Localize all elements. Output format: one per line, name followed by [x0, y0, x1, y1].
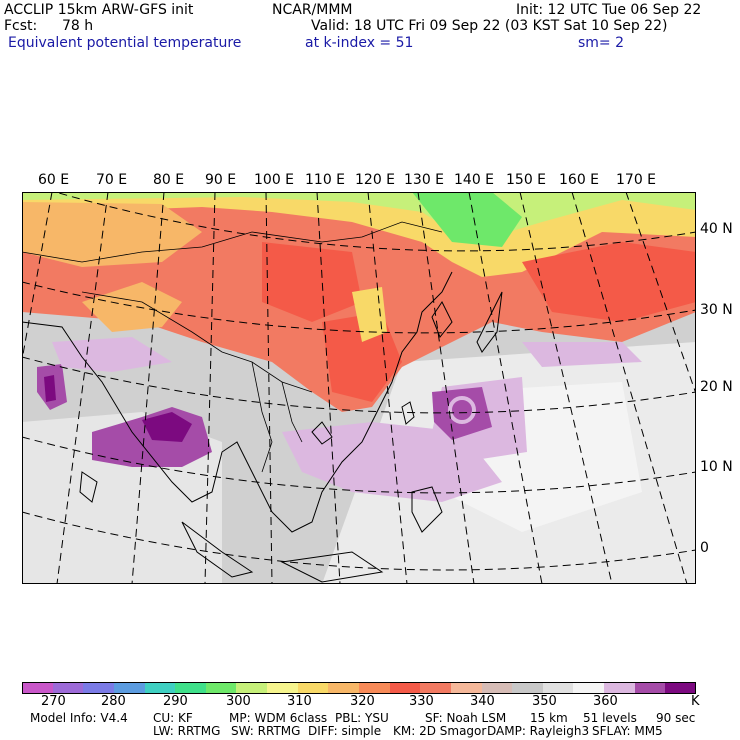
lon-label-80e: 80 E: [153, 172, 185, 188]
colorbar-tick-310: 310: [287, 694, 312, 709]
lon-label-60e: 60 E: [38, 172, 70, 188]
colorbar-tick-350: 350: [532, 694, 557, 709]
lon-label-70e: 70 E: [96, 172, 128, 188]
level-index: at k-index = 51: [305, 35, 414, 51]
colorbar-swatch: [481, 682, 513, 694]
footer-pbl: PBL: YSU: [335, 711, 389, 725]
colorbar-unit: K: [691, 694, 700, 709]
red-band-pacific: [522, 242, 696, 322]
footer-cu: CU: KF: [153, 711, 193, 725]
valid-time: Valid: 18 UTC Fri 09 Sep 22 (03 KST Sat …: [311, 18, 668, 34]
footer-levels: 51 levels: [583, 711, 637, 725]
colorbar-swatch: [267, 682, 299, 694]
colorbar-tick-270: 270: [41, 694, 66, 709]
field-name: Equivalent potential temperature: [8, 35, 242, 51]
lat-label-10n: 10 N: [700, 459, 733, 475]
lon-label-140e: 140 E: [454, 172, 495, 188]
colorbar-swatch: [205, 682, 237, 694]
graticule-longitudes: [22, 192, 696, 584]
orange-patch-tibet: [82, 282, 182, 332]
lon-label-130e: 130 E: [404, 172, 445, 188]
colorbar-swatch: [420, 682, 452, 694]
colorbar-swatch: [665, 682, 697, 694]
colorbar-tick-280: 280: [101, 694, 126, 709]
colorbar-swatch: [236, 682, 268, 694]
colorbar-tick-290: 290: [163, 694, 188, 709]
lon-label-110e: 110 E: [305, 172, 346, 188]
lilac-region-india: [52, 337, 172, 372]
model-title: ACCLIP 15km ARW-GFS init: [4, 2, 194, 18]
footer-sw: SW: RRTMG: [231, 724, 301, 738]
purple-region-typhoon: [432, 387, 492, 440]
footer-lw: LW: RRTMG: [153, 724, 221, 738]
lon-label-100e: 100 E: [254, 172, 295, 188]
map-frame: [22, 192, 696, 584]
equivalent-potential-temperature-map: [22, 192, 696, 584]
colorbar-swatch: [52, 682, 84, 694]
dark-purple-arabian-sea: [44, 375, 56, 402]
colorbar-swatch: [542, 682, 574, 694]
lilac-streak-pacific: [522, 342, 642, 367]
colorbar-tick-330: 330: [409, 694, 434, 709]
lon-label-120e: 120 E: [355, 172, 396, 188]
green-patch-siberia: [412, 192, 522, 247]
colorbar-tick-340: 340: [470, 694, 495, 709]
yellow-patch-china: [352, 287, 387, 342]
colorbar-swatch: [634, 682, 666, 694]
forecast-label: Fcst:: [4, 18, 38, 34]
colorbar-tick-360: 360: [593, 694, 618, 709]
dark-purple-india: [142, 412, 192, 442]
colorbar-tick-300: 300: [226, 694, 251, 709]
lat-label-20n: 20 N: [700, 379, 733, 395]
colorbar-swatch: [328, 682, 360, 694]
colorbar-swatch: [175, 682, 207, 694]
colorbar-swatch: [144, 682, 176, 694]
footer-damp: DAMP: Rayleigh3: [487, 724, 590, 738]
country-borders: [22, 221, 443, 473]
colorbar-swatch: [22, 682, 54, 694]
lon-label-170e: 170 E: [616, 172, 657, 188]
colorbar-swatch: [450, 682, 483, 694]
colorbar-swatch: [573, 682, 605, 694]
footer-diff: DIFF: simple: [308, 724, 382, 738]
org-label: NCAR/MMM: [272, 2, 353, 18]
footer-sf: SF: Noah LSM: [425, 711, 507, 725]
colorbar-swatch: [297, 682, 329, 694]
graticule-latitudes: [22, 192, 696, 571]
smoothing-label: sm= 2: [578, 35, 625, 51]
green-band-north: [22, 192, 696, 237]
colorbar-swatch: [83, 682, 115, 694]
lat-label-0: 0: [700, 540, 709, 556]
lat-label-30n: 30 N: [700, 302, 733, 318]
lon-label-160e: 160 E: [559, 172, 600, 188]
colorbar-swatch: [512, 682, 544, 694]
colorbar-swatch: [389, 682, 421, 694]
typhoon-eye-ring: [448, 396, 476, 424]
footer-mp: MP: WDM 6class: [229, 711, 328, 725]
footer-resolution: 15 km: [530, 711, 568, 725]
colorbar-swatch: [113, 682, 146, 694]
lon-label-150e: 150 E: [506, 172, 547, 188]
footer-km: KM: 2D Smagor: [393, 724, 487, 738]
forecast-hour: 78 h: [62, 18, 94, 34]
colorbar-swatch: [359, 682, 391, 694]
red-patch-mongolia: [262, 242, 362, 322]
init-time: Init: 12 UTC Tue 06 Sep 22: [516, 2, 702, 18]
footer-model-info: Model Info: V4.4: [30, 711, 128, 725]
footer-timestep: 90 sec: [656, 711, 696, 725]
lat-label-40n: 40 N: [700, 221, 733, 237]
colorbar-tick-320: 320: [350, 694, 375, 709]
colorbar-swatch: [604, 682, 636, 694]
lon-label-90e: 90 E: [205, 172, 237, 188]
footer-sflay: SFLAY: MM5: [592, 724, 663, 738]
